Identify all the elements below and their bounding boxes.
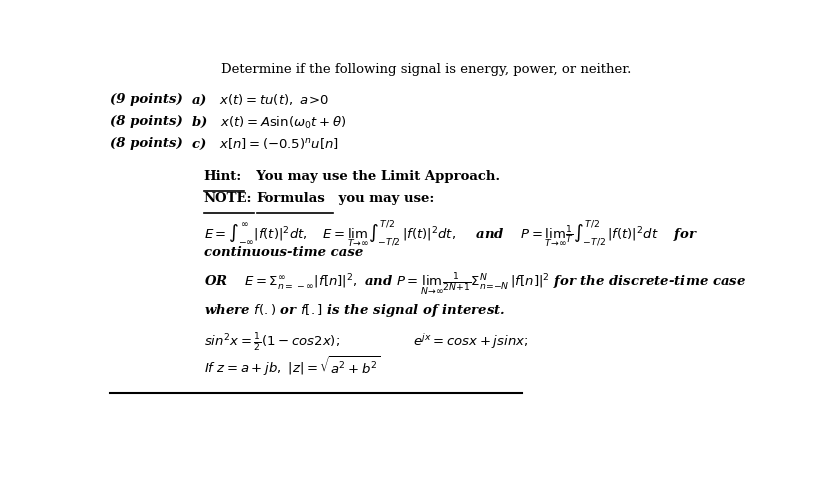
Text: where $f(.)$ or $f[.]$ is the signal of interest.: where $f(.)$ or $f[.]$ is the signal of … xyxy=(204,302,505,319)
Text: $e^{jx} = cosx + jsinx;$: $e^{jx} = cosx + jsinx;$ xyxy=(413,332,529,351)
Text: b)   $x(t) = A\sin(\omega_0 t + \theta)$: b) $x(t) = A\sin(\omega_0 t + \theta)$ xyxy=(191,114,346,130)
Text: continuous-time case: continuous-time case xyxy=(204,246,363,259)
Text: OR $\quad E = \Sigma_{n=-\infty}^{\infty}|f[n]|^2,$ and $P = \lim_{N\to\infty}\f: OR $\quad E = \Sigma_{n=-\infty}^{\infty… xyxy=(204,272,745,298)
Text: Hint:: Hint: xyxy=(204,170,242,183)
Text: (8 points): (8 points) xyxy=(111,137,183,150)
Text: a)   $x(t) = tu(t),\ a\!>\!0$: a) $x(t) = tu(t),\ a\!>\!0$ xyxy=(191,92,329,108)
Text: Determine if the following signal is energy, power, or neither.: Determine if the following signal is ene… xyxy=(221,63,631,76)
Text: Formulas: Formulas xyxy=(257,192,325,205)
Text: (8 points): (8 points) xyxy=(111,114,183,127)
Text: you may use:: you may use: xyxy=(334,192,435,205)
Text: $If\ z = a + jb,\ |z| = \sqrt{a^2 + b^2}$: $If\ z = a + jb,\ |z| = \sqrt{a^2 + b^2}… xyxy=(204,354,381,378)
Text: (9 points): (9 points) xyxy=(111,92,183,105)
Text: You may use the Limit Approach.: You may use the Limit Approach. xyxy=(247,170,500,183)
Text: c)   $x[n] = (-0.5)^n u[n]$: c) $x[n] = (-0.5)^n u[n]$ xyxy=(191,137,339,152)
Text: NOTE:: NOTE: xyxy=(204,192,252,205)
Text: $sin^2 x = \frac{1}{2}(1 - cos2x);$: $sin^2 x = \frac{1}{2}(1 - cos2x);$ xyxy=(204,332,340,354)
Text: $E = \int_{-\infty}^{\infty}|f(t)|^2 dt,$$\quad E = \lim_{T\to\infty}\int_{-T/2}: $E = \int_{-\infty}^{\infty}|f(t)|^2 dt,… xyxy=(204,218,698,250)
